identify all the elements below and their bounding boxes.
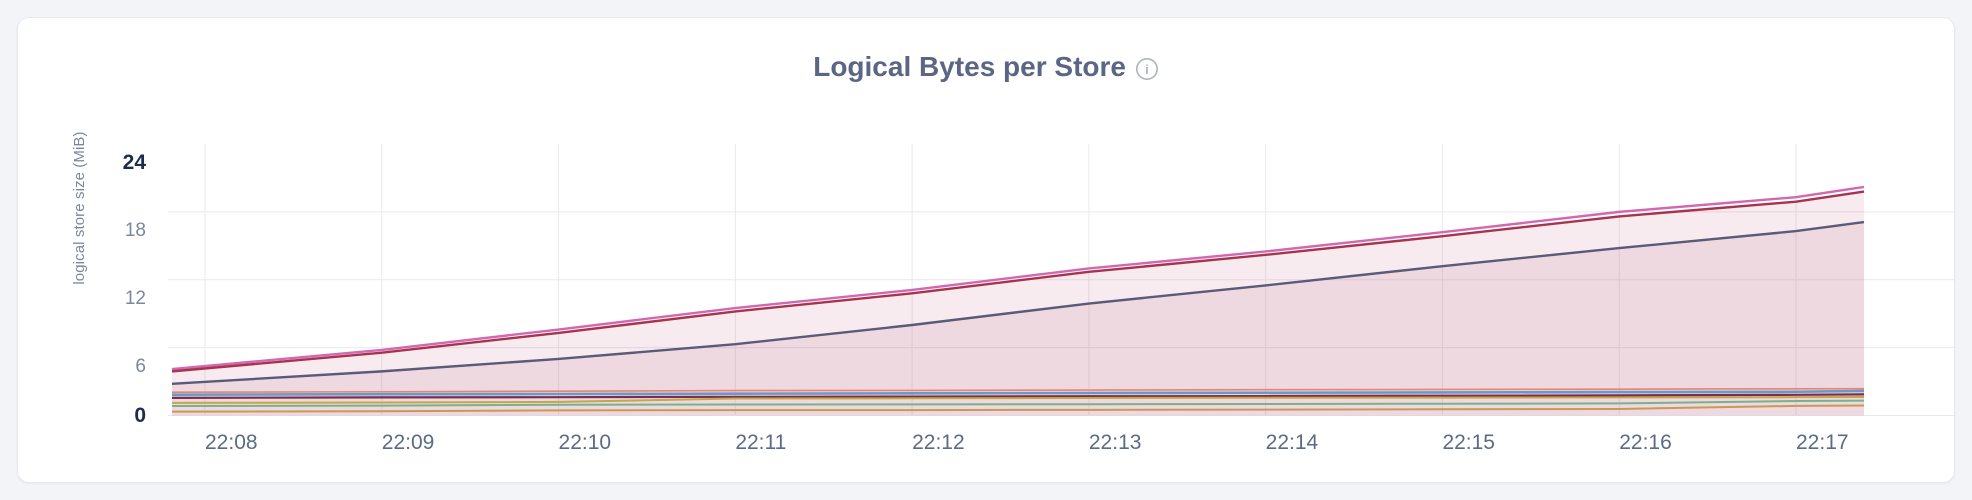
svg-text:22:10: 22:10 [559, 431, 612, 454]
svg-text:22:14: 22:14 [1266, 431, 1319, 454]
svg-text:6: 6 [135, 356, 146, 377]
svg-text:22:11: 22:11 [735, 431, 786, 454]
svg-text:22:13: 22:13 [1089, 431, 1142, 454]
svg-text:0: 0 [134, 404, 146, 427]
svg-text:18: 18 [125, 220, 146, 241]
svg-text:22:17: 22:17 [1796, 431, 1849, 454]
svg-text:22:15: 22:15 [1442, 431, 1495, 454]
svg-text:12: 12 [125, 288, 146, 309]
svg-text:22:12: 22:12 [912, 431, 965, 454]
svg-text:22:09: 22:09 [382, 431, 435, 454]
svg-text:22:08: 22:08 [205, 431, 258, 454]
svg-text:24: 24 [123, 151, 147, 174]
svg-text:22:16: 22:16 [1619, 431, 1672, 454]
